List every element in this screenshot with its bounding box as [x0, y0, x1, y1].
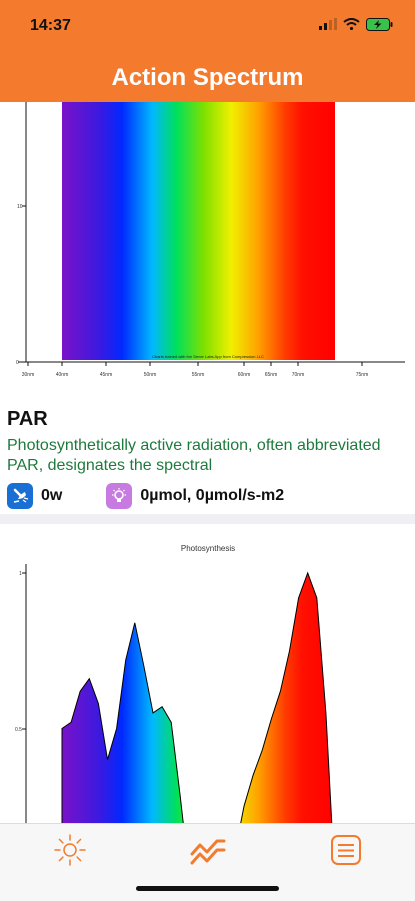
spectrum-x-tick-label: 40nm	[56, 372, 69, 378]
par-stats: 0w 0µmol, 0µmol/s-m2	[7, 482, 284, 510]
spectrum-chart: 10 0 Charts trained with the Sener Labs …	[0, 102, 415, 387]
chart-line-icon[interactable]	[190, 832, 226, 868]
photon-flux-value: 0µmol, 0µmol/s-m2	[140, 487, 285, 504]
photosynthesis-svg: Photosynthesis 1 0.5	[15, 544, 333, 824]
spectrum-x-tick-label: 30nm	[22, 372, 35, 378]
spectrum-y-tick-top: 10	[17, 204, 23, 210]
spectrum-x-tick-label: 70nm	[292, 372, 305, 378]
spectrum-x-tick-label: 55nm	[192, 372, 205, 378]
spectrum-x-tick-label: 50nm	[144, 372, 157, 378]
signal-icon	[319, 18, 337, 30]
lamp-icon	[13, 488, 29, 503]
par-section: PAR Photosynthetically active radiation,…	[0, 400, 415, 515]
photosynthesis-title: Photosynthesis	[181, 544, 235, 553]
sun-icon[interactable]	[52, 832, 88, 868]
spectrum-caption: Charts trained with the Sener Labs App f…	[152, 354, 264, 359]
battery-charging-icon	[366, 17, 393, 31]
list-icon[interactable]	[328, 832, 364, 868]
photo-y-tick-mid: 0.5	[15, 727, 22, 733]
section-divider	[0, 514, 415, 524]
par-description: Photosynthetically active radiation, oft…	[7, 437, 381, 474]
photo-y-tick-top: 1	[19, 571, 22, 577]
power-value: 0w	[41, 487, 63, 504]
spectrum-x-tick-label: 65nm	[265, 372, 278, 378]
power-badge	[7, 483, 33, 509]
page-title: Action Spectrum	[111, 64, 304, 91]
lightbulb-icon	[112, 488, 127, 502]
status-icons	[319, 16, 393, 32]
spectrum-x-tick-label: 45nm	[100, 372, 113, 378]
status-bar: 14:37	[0, 0, 415, 50]
flux-badge	[106, 483, 133, 509]
photosynthesis-chart: Photosynthesis 1 0.5	[0, 524, 415, 824]
spectrum-x-tick-label: 75nm	[356, 372, 369, 378]
wifi-icon	[343, 18, 360, 30]
nav-bar: Action Spectrum	[0, 50, 415, 102]
par-title: PAR	[7, 408, 48, 430]
spectrum-svg: 10 0 Charts trained with the Sener Labs …	[16, 102, 405, 378]
spectrum-y-tick-bottom: 0	[16, 360, 19, 366]
home-indicator	[136, 886, 279, 891]
photosynthesis-area	[61, 571, 333, 824]
spectrum-band	[62, 102, 335, 360]
spectrum-x-axis: 30nm 40nm 45nm 50nm 55nm 60nm 65nm 70nm 75nm	[22, 362, 369, 378]
status-time: 14:37	[30, 17, 71, 34]
spectrum-x-tick-label: 60nm	[238, 372, 251, 378]
